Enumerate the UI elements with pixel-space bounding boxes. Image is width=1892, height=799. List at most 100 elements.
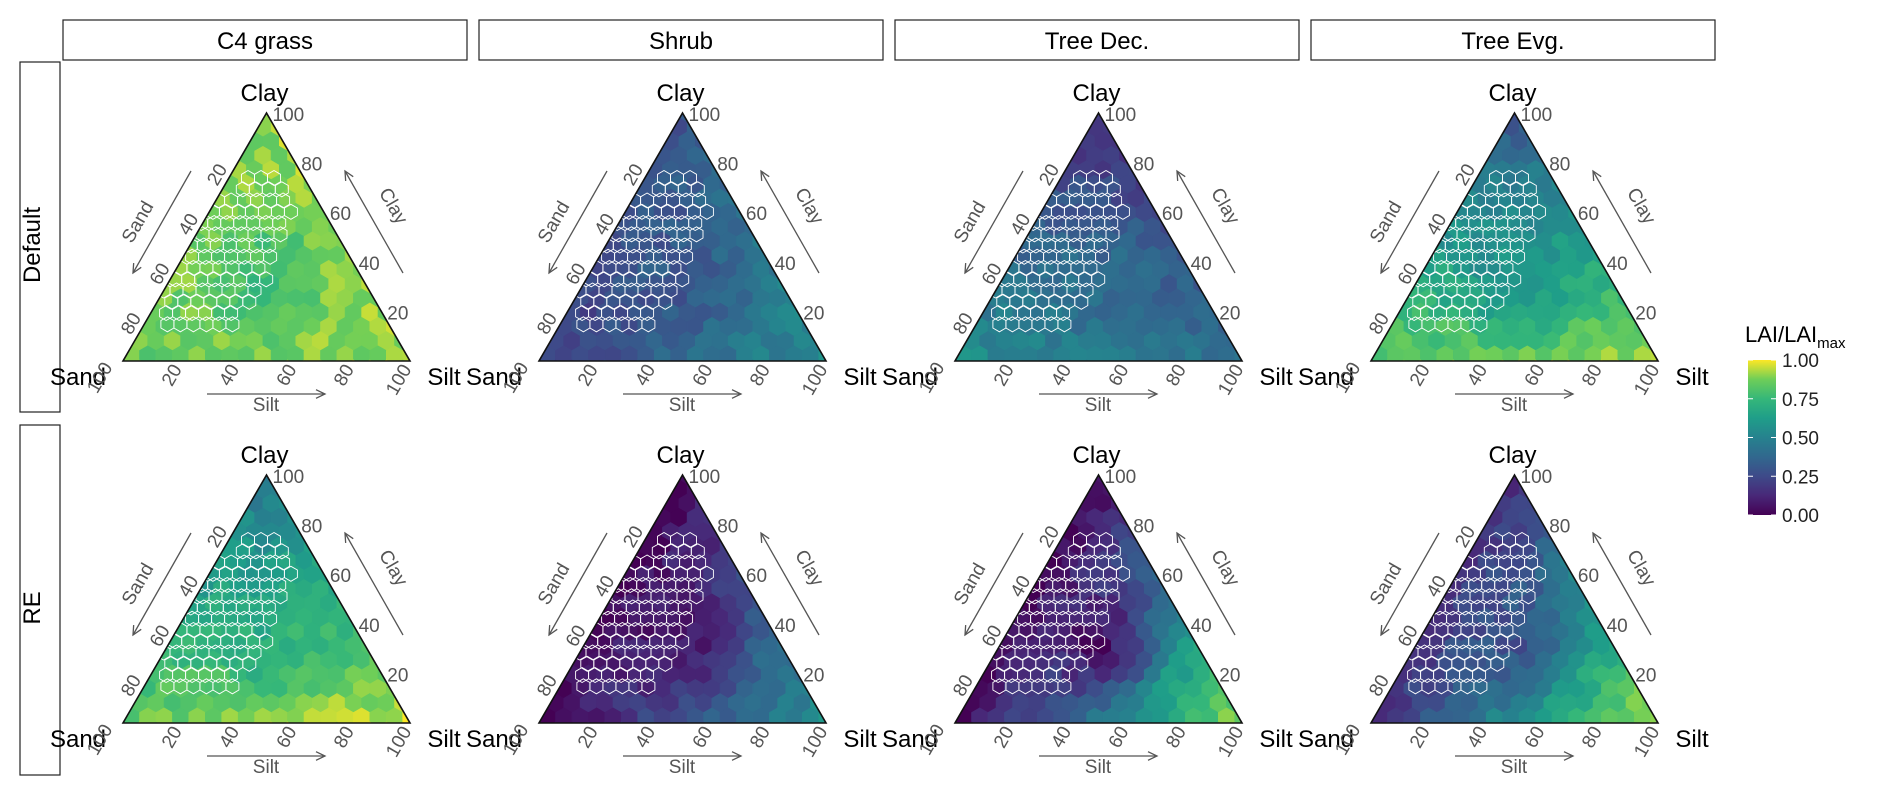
ternary-frame: [1369, 111, 1660, 362]
tick-label-silt: 100: [1630, 361, 1664, 399]
arrow-label-silt: Silt: [253, 395, 280, 416]
tick-label-clay: 20: [1635, 303, 1656, 324]
hexbin-cell: [995, 359, 1013, 361]
hexbin-cell: [744, 359, 762, 361]
arrow-silt-head: [315, 389, 327, 399]
hexbin-cell: [777, 721, 795, 723]
hexbin-cell: [1543, 721, 1561, 723]
hexbin-cell: [123, 707, 124, 723]
sample-hex-outline: [1095, 610, 1110, 627]
tick-label-silt: 100: [1214, 723, 1248, 761]
arrow-sand: [132, 170, 192, 274]
tick-label-silt: 20: [158, 723, 187, 752]
hexbin-cell: [555, 650, 573, 671]
strip-layer: C4 grass Shrub Tree Dec. Tree Evg. Default RE: [19, 19, 1716, 776]
hexbin-cell: [1226, 721, 1242, 723]
sample-hex-outline: [1472, 304, 1487, 322]
sample-hex-outline: [273, 588, 288, 605]
sample-hex-outline: [1106, 181, 1121, 198]
sample-hex-outline: [1520, 214, 1535, 232]
sample-hex-outline: [276, 554, 291, 571]
tick-label-clay: 60: [1162, 566, 1183, 587]
arrow-clay: [760, 532, 820, 636]
sample-hex-outline: [1083, 621, 1098, 639]
hexbin-cell: [130, 359, 148, 361]
corner-label-sand: Sand: [50, 726, 106, 753]
tick-label-silt: 80: [1578, 723, 1607, 752]
tick-label-clay: 20: [1635, 665, 1656, 686]
sample-hex-outline: [663, 644, 678, 661]
sample-hex-outline: [283, 565, 298, 582]
hexbin-cell: [744, 721, 762, 723]
hexbin-cell: [1477, 131, 1495, 152]
corner-label-silt: Silt: [1259, 364, 1293, 391]
sample-hex-outline: [1473, 316, 1488, 333]
hexbin-cell: [1485, 117, 1503, 138]
sample-hex-outline: [1093, 599, 1108, 616]
hexbin-cell: [777, 359, 795, 361]
hexbin-cell: [1642, 359, 1658, 361]
sample-hex-outline: [1115, 203, 1130, 220]
sample-hex-outline: [1499, 259, 1514, 277]
hexbin-cell: [727, 359, 746, 361]
hexbin-cell: [1428, 721, 1446, 723]
hexbin-cell: [1053, 507, 1071, 528]
sample-outline-cluster: [572, 169, 714, 333]
arrow-label-clay: Clay: [374, 185, 411, 229]
arrow-label-silt: Silt: [669, 757, 696, 778]
tick-label-silt: 20: [990, 361, 1019, 390]
hexbin-cell: [760, 721, 778, 723]
sample-hex-outline: [242, 293, 257, 310]
tick-label-silt: 20: [1406, 361, 1435, 390]
sample-hex-outline: [267, 531, 281, 549]
ternary-frame: [953, 473, 1244, 724]
hexbin-cell: [1028, 721, 1046, 723]
sample-hex-outline: [1515, 531, 1529, 549]
hexbin-cell: [1592, 359, 1610, 361]
tick-label-clay: 80: [1549, 155, 1570, 176]
tick-label-clay: 100: [689, 105, 721, 126]
row-strip-label: Default: [19, 207, 46, 283]
hexbin-cell: [1061, 359, 1079, 361]
tick-label-clay: 80: [1133, 517, 1154, 538]
sample-hex-outline: [683, 169, 697, 187]
hexbin-cell: [612, 359, 630, 361]
hexbin-layer: [1371, 113, 1658, 361]
hexbin-cell: [563, 359, 581, 361]
hexbin-layer: [1371, 475, 1658, 723]
column-strip: [62, 19, 468, 61]
hexbin-cell: [328, 721, 346, 723]
hexbin-cell: [1127, 721, 1145, 723]
hexbin-cell: [1559, 721, 1577, 723]
arrow-sand: [548, 532, 608, 636]
hexbin-cell: [1209, 721, 1227, 723]
hexbin-cell: [246, 359, 264, 361]
arrow-sand: [964, 532, 1024, 636]
hexbin-cell: [1028, 359, 1046, 361]
tick-label-clay: 40: [359, 616, 380, 637]
hexbin-cell: [394, 721, 410, 723]
arrow-label-clay: Clay: [790, 185, 827, 229]
hexbin-cell: [1609, 721, 1627, 723]
hexbin-cell: [645, 131, 663, 152]
hexbin-cell: [1061, 493, 1079, 514]
sample-hex-outline: [699, 565, 714, 582]
hexbin-cell: [818, 345, 826, 361]
sample-hex-outline: [699, 203, 714, 220]
tick-label-clay: 20: [387, 665, 408, 686]
tick-label-silt: 60: [1521, 361, 1550, 390]
corner-label-silt: Silt: [427, 726, 461, 753]
sample-hex-outline: [1106, 543, 1121, 560]
hexbin-cell: [1527, 359, 1545, 361]
sample-hex-outline: [1083, 259, 1098, 277]
tick-label-clay: 20: [1219, 303, 1240, 324]
hexbin-layer: [539, 113, 826, 361]
tick-label-silt: 20: [158, 361, 187, 390]
hexbin-cell: [539, 345, 540, 361]
sample-hex-outline: [679, 248, 694, 265]
hexbin-cell: [694, 359, 713, 361]
sample-hex-outline: [273, 226, 288, 243]
